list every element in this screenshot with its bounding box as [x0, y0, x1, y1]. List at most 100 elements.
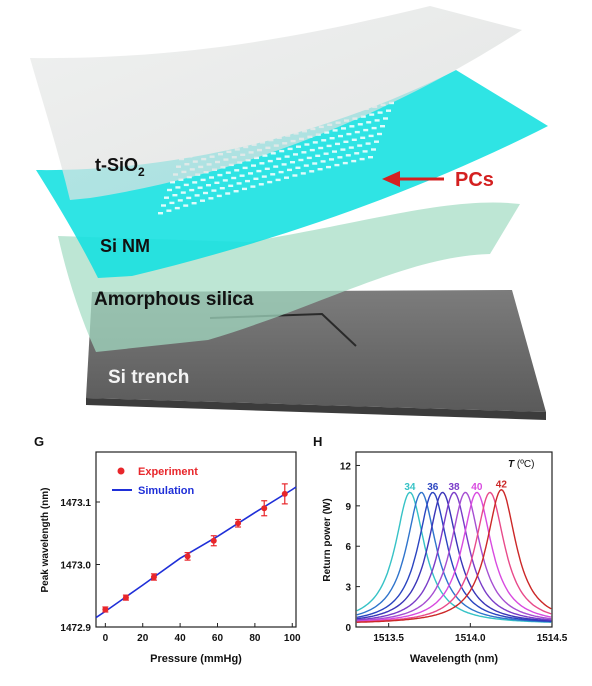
- pc-hole: [338, 134, 343, 138]
- return-power-curve: [356, 491, 552, 623]
- pc-hole: [354, 152, 360, 155]
- pc-hole: [329, 158, 334, 161]
- pc-hole: [248, 172, 253, 175]
- experiment-point: [150, 574, 157, 580]
- x-tick-label: 40: [175, 633, 187, 644]
- pc-hole: [312, 141, 318, 144]
- pc-hole: [315, 154, 321, 157]
- pc-hole: [192, 181, 198, 184]
- pc-hole: [250, 185, 256, 188]
- return-power-curve: [356, 491, 552, 623]
- pc-hole: [194, 194, 200, 197]
- pc-hole: [301, 151, 307, 154]
- pc-hole: [295, 166, 301, 169]
- temperature-label: 36: [427, 482, 439, 493]
- pc-hole: [321, 139, 327, 142]
- pc-hole: [219, 187, 225, 190]
- pc-hole: [371, 148, 376, 151]
- pc-hole: [169, 201, 175, 205]
- pc-hole: [200, 199, 205, 202]
- pc-hole: [357, 144, 363, 147]
- pc-hole: [178, 178, 184, 181]
- pc-hole: [369, 113, 375, 116]
- pc-hole: [256, 169, 262, 173]
- x-tick-label: 100: [284, 633, 301, 644]
- pc-hole: [158, 212, 163, 215]
- pc-hole: [326, 165, 331, 169]
- pc-hole: [253, 177, 259, 180]
- pc-hole: [189, 188, 195, 192]
- plot-h-x-axis-label: Wavelength (nm): [410, 653, 499, 665]
- pc-hole: [211, 189, 217, 192]
- pc-hole: [183, 204, 189, 207]
- pc-hole: [340, 148, 346, 151]
- pc-hole: [383, 117, 388, 120]
- y-tick-label: 1473.1: [60, 498, 91, 509]
- pc-hole: [206, 184, 211, 187]
- panel-g-letter: G: [34, 434, 44, 449]
- pc-hole: [278, 170, 284, 174]
- y-tick-label: 1472.9: [60, 623, 91, 634]
- pc-hole: [332, 150, 337, 153]
- t-sio2-label: t-SiO2: [95, 155, 145, 179]
- pc-hole: [167, 188, 172, 192]
- pc-hole: [175, 186, 181, 189]
- pc-hole: [164, 196, 169, 199]
- y-tick-label: 12: [340, 461, 352, 472]
- experiment-point: [102, 606, 109, 613]
- pc-hole: [180, 191, 186, 194]
- pc-hole: [371, 126, 377, 130]
- return-power-curve: [356, 491, 552, 623]
- pc-hole: [254, 156, 259, 160]
- plot-h-y-axis-label: Return power (W): [322, 498, 333, 581]
- panel-h-letter: H: [313, 434, 322, 449]
- pc-hole: [324, 131, 330, 134]
- pc-hole: [317, 168, 323, 171]
- pc-hole: [275, 178, 281, 182]
- pc-hole: [258, 183, 264, 186]
- pc-hole: [236, 182, 242, 185]
- pc-hole: [337, 156, 343, 159]
- pc-hole: [334, 163, 340, 167]
- experiment-point: [235, 520, 242, 527]
- return-power-curve: [356, 491, 552, 622]
- pc-hole: [377, 132, 382, 136]
- temperature-label: 34: [404, 482, 416, 493]
- plot-g-ticks: 0 20 40 60 80 100 1472.9 1473.0 1473.1: [60, 498, 301, 644]
- pc-hole: [245, 179, 250, 183]
- pc-hole: [279, 149, 285, 153]
- pc-hole: [183, 183, 189, 187]
- pc-hole: [222, 179, 228, 182]
- t-sio2-layer: [30, 6, 522, 200]
- x-tick-label: 1513.5: [373, 633, 404, 644]
- pc-hole: [267, 180, 273, 184]
- pcs-pointer: PCs: [382, 169, 494, 191]
- pc-hole: [351, 138, 357, 141]
- amorphous-silica-label: Amorphous silica: [94, 289, 254, 310]
- temperature-legend-title: T (ºC): [508, 459, 534, 470]
- x-tick-label: 0: [103, 633, 109, 644]
- pc-hole: [231, 176, 237, 180]
- pc-hole: [366, 121, 372, 124]
- pc-hole: [360, 115, 366, 118]
- pc-hole: [217, 173, 223, 177]
- pc-hole: [287, 147, 293, 151]
- x-tick-label: 60: [212, 633, 224, 644]
- pc-hole: [309, 148, 315, 152]
- pc-hole: [357, 123, 363, 126]
- pc-hole: [259, 162, 265, 165]
- return-power-curve: [356, 491, 552, 621]
- pc-hole: [233, 190, 239, 193]
- y-tick-label: 6: [345, 542, 351, 553]
- pc-hole: [354, 130, 360, 134]
- x-tick-label: 1514.5: [537, 633, 568, 644]
- plot-g-frame: [95, 451, 297, 628]
- legend-simulation-label: Simulation: [138, 485, 195, 497]
- pc-hole: [342, 161, 348, 165]
- pc-hole: [368, 156, 373, 159]
- pc-hole: [267, 159, 273, 163]
- return-power-curve: [356, 491, 552, 622]
- pc-hole: [348, 146, 354, 149]
- experiment-series: [102, 483, 288, 613]
